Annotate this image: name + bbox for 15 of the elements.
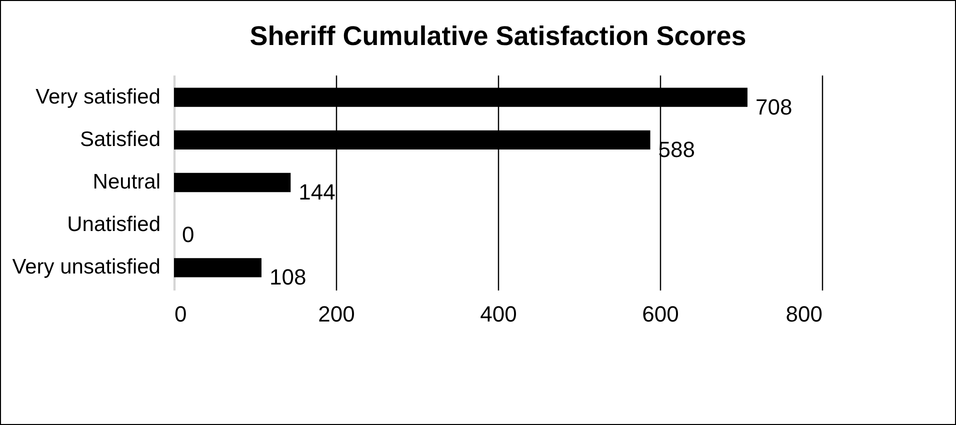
- data-label: 0: [182, 222, 194, 248]
- x-tick-label: 800: [786, 302, 822, 326]
- data-label: 708: [755, 94, 792, 120]
- y-tick-label: Unatisfied: [67, 213, 160, 236]
- chart-title: Sheriff Cumulative Satisfaction Scores: [250, 21, 746, 51]
- data-label: 144: [298, 180, 336, 204]
- x-tick-label: 200: [318, 302, 355, 326]
- data-label: 108: [269, 264, 306, 290]
- y-tick-label: Satisfied: [80, 128, 160, 151]
- x-tick-label: 400: [480, 302, 517, 326]
- x-tick-label: 0: [174, 302, 187, 326]
- y-tick-label: Very unsatisfied: [12, 256, 160, 279]
- y-tick-label: Neutral: [92, 170, 160, 194]
- x-tick-label: 600: [642, 302, 679, 326]
- y-tick-label: Very satisfied: [36, 85, 160, 108]
